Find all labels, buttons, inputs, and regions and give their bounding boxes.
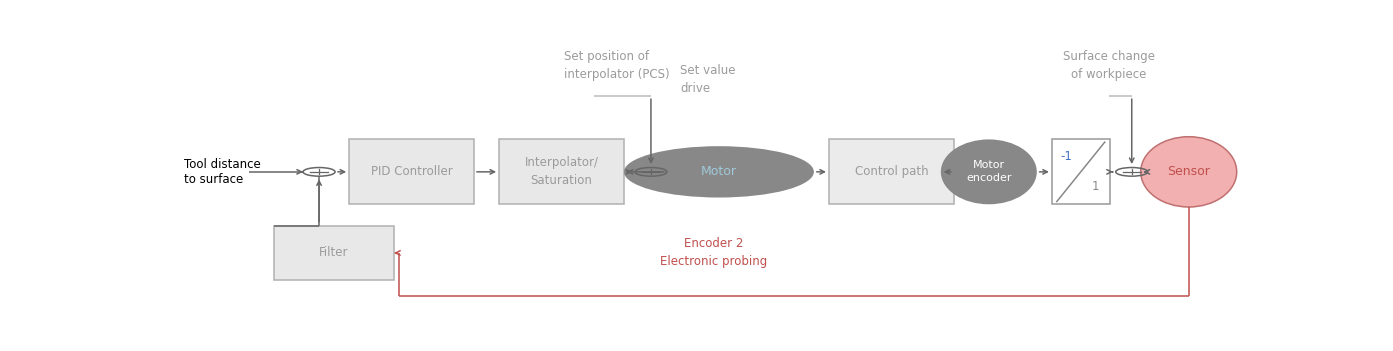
Text: Motor
encoder: Motor encoder <box>967 160 1011 184</box>
Text: 1: 1 <box>1092 180 1099 193</box>
Text: PID Controller: PID Controller <box>371 165 453 178</box>
Ellipse shape <box>1141 137 1237 207</box>
Text: Sensor: Sensor <box>1167 165 1211 178</box>
FancyBboxPatch shape <box>350 139 474 204</box>
FancyBboxPatch shape <box>274 226 394 280</box>
Text: Tool distance
to surface: Tool distance to surface <box>184 158 260 186</box>
Text: Interpolator/
Saturation: Interpolator/ Saturation <box>525 156 599 187</box>
Text: Control path: Control path <box>854 165 928 178</box>
Text: Set position of
interpolator (PCS): Set position of interpolator (PCS) <box>564 50 670 81</box>
Text: Motor: Motor <box>701 165 737 178</box>
Ellipse shape <box>940 139 1036 204</box>
Text: Surface change
of workpiece: Surface change of workpiece <box>1063 50 1155 81</box>
Text: Encoder 2
Electronic probing: Encoder 2 Electronic probing <box>660 237 768 268</box>
Circle shape <box>624 146 814 198</box>
FancyBboxPatch shape <box>829 139 954 204</box>
Text: Filter: Filter <box>319 246 348 259</box>
FancyBboxPatch shape <box>1052 139 1110 204</box>
Text: Set value
drive: Set value drive <box>680 64 736 95</box>
FancyBboxPatch shape <box>499 139 624 204</box>
Text: -1: -1 <box>1060 151 1073 164</box>
